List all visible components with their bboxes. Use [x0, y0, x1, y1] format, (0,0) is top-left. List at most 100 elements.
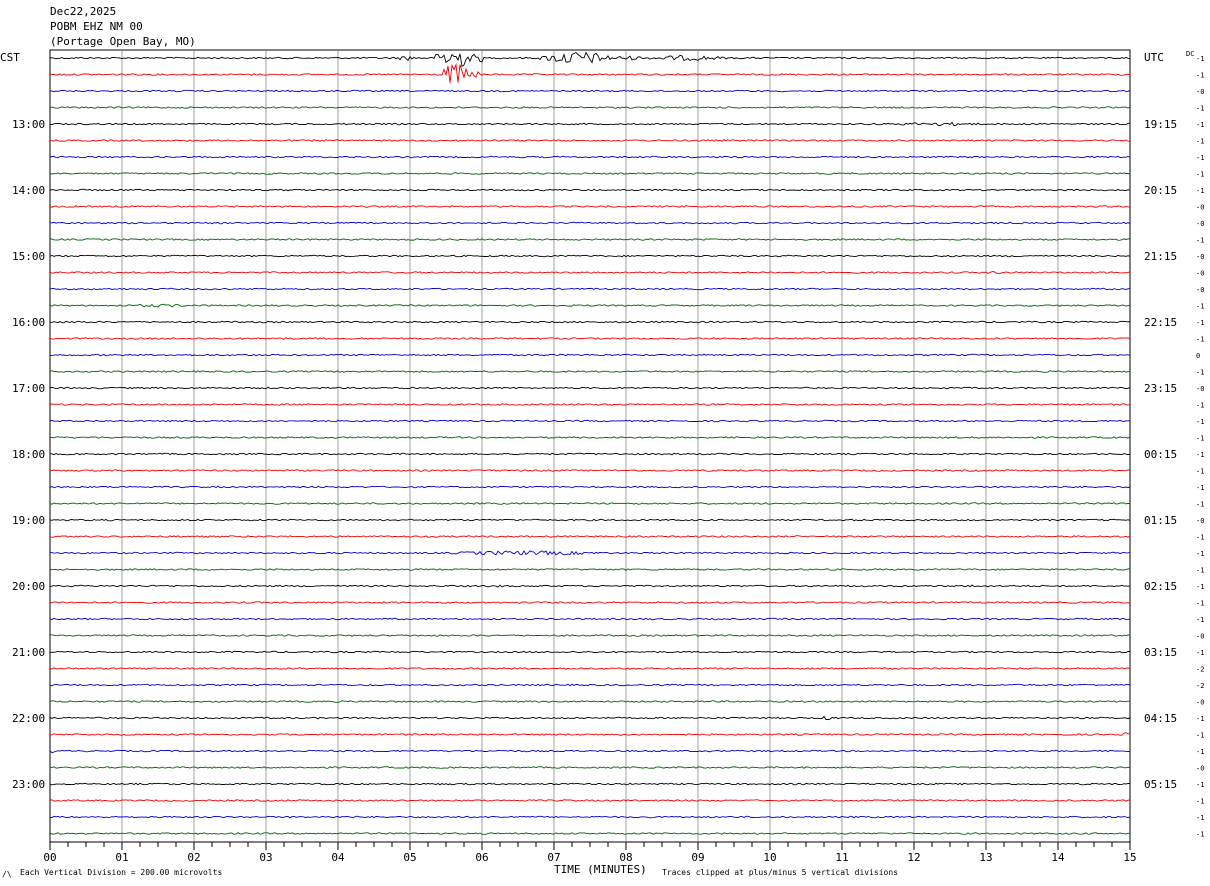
x-tick-label: 07 [547, 851, 560, 864]
left-hour-label: 16:00 [12, 316, 45, 329]
trace-row-3 [49, 106, 1131, 109]
right-hour-label: 01:15 [1144, 514, 1177, 527]
dc-offset-label: -1 [1196, 402, 1204, 410]
trace-row-38 [49, 683, 1131, 687]
trace-row-25 [49, 469, 1131, 472]
dc-offset-label: -1 [1196, 583, 1204, 591]
dc-offset-label: -1 [1196, 468, 1204, 476]
right-hour-label: 04:15 [1144, 712, 1177, 725]
minute-grid [121, 50, 1059, 842]
trace-row-5 [50, 139, 1131, 142]
trace-row-36 [49, 650, 1131, 654]
x-axis-title: TIME (MINUTES) [554, 863, 647, 876]
dc-offset-label: 0 [1196, 352, 1200, 360]
x-tick-label: 03 [259, 851, 272, 864]
trace-row-40 [49, 715, 1131, 720]
trace-row-11 [49, 238, 1131, 241]
dc-header-label: DC [1186, 50, 1194, 58]
dc-offset-label: -0 [1196, 204, 1204, 212]
dc-offset-label: -1 [1196, 418, 1204, 426]
trace-row-12 [49, 254, 1131, 258]
left-hour-label: 19:00 [12, 514, 45, 527]
corner-mark: /\ [2, 870, 12, 879]
dc-offset-label: -1 [1196, 748, 1204, 756]
trace-row-45 [49, 799, 1131, 802]
trace-row-9 [49, 205, 1130, 208]
trace-row-7 [49, 172, 1131, 175]
clip-note: Traces clipped at plus/minus 5 vertical … [662, 868, 898, 877]
right-hour-label: 02:15 [1144, 580, 1177, 593]
trace-row-39 [49, 700, 1130, 703]
trace-row-21 [49, 403, 1131, 406]
dc-offset-label: -0 [1196, 699, 1204, 707]
dc-offset-label: -1 [1196, 831, 1204, 839]
dc-offset-label: -1 [1196, 715, 1204, 723]
left-hour-label: 17:00 [12, 382, 45, 395]
right-hour-label: 21:15 [1144, 250, 1177, 263]
dc-offset-label: -1 [1196, 138, 1204, 146]
dc-offset-label: -1 [1196, 550, 1204, 558]
right-hour-label: 22:15 [1144, 316, 1177, 329]
x-tick-label: 06 [475, 851, 488, 864]
trace-row-43 [49, 766, 1131, 769]
dc-offset-label: -1 [1196, 567, 1204, 575]
trace-row-23 [49, 436, 1131, 439]
left-hour-label: 15:00 [12, 250, 45, 263]
trace-row-18 [49, 353, 1131, 357]
x-tick-label: 13 [979, 851, 992, 864]
seismic-traces [49, 51, 1131, 835]
x-tick-label: 08 [619, 851, 632, 864]
dc-offset-label: -2 [1196, 682, 1204, 690]
dc-offset-label: -0 [1196, 765, 1204, 773]
dc-offset-label: -1 [1196, 336, 1204, 344]
x-tick-label: 01 [115, 851, 128, 864]
right-hour-label: 05:15 [1144, 778, 1177, 791]
trace-row-4 [49, 121, 1131, 127]
trace-row-46 [49, 815, 1131, 819]
dc-offset-label: -0 [1196, 517, 1204, 525]
right-hour-label: 19:15 [1144, 118, 1177, 131]
trace-row-20 [49, 386, 1131, 390]
dc-offset-label: -1 [1196, 649, 1204, 657]
dc-offset-label: -0 [1196, 286, 1204, 294]
right-hour-label: 23:15 [1144, 382, 1177, 395]
dc-offset-label: -1 [1196, 435, 1204, 443]
plot-frame [49, 49, 1131, 843]
x-tick-label: 05 [403, 851, 416, 864]
right-hour-label: 20:15 [1144, 184, 1177, 197]
trace-row-16 [49, 320, 1131, 324]
dc-offset-label: -0 [1196, 633, 1204, 641]
trace-row-2 [49, 89, 1131, 93]
left-hour-label: 21:00 [12, 646, 45, 659]
dc-offset-label: -1 [1196, 121, 1204, 129]
x-tick-label: 14 [1051, 851, 1065, 864]
dc-offset-label: -1 [1196, 814, 1204, 822]
dc-offset-label: -1 [1196, 534, 1204, 542]
trace-row-47 [49, 832, 1131, 835]
trace-row-29 [49, 535, 1131, 538]
trace-row-32 [49, 584, 1131, 588]
trace-row-17 [49, 337, 1131, 340]
x-tick-label: 02 [187, 851, 200, 864]
dc-offset-label: -0 [1196, 88, 1204, 96]
trace-row-19 [49, 370, 1131, 373]
dc-offset-label: -1 [1196, 105, 1204, 113]
trace-row-27 [49, 502, 1131, 505]
hour-labels: 13:00 14:00 15:00 16:00 17:00 18:00 19:00 20:00… [12, 118, 1177, 791]
x-tick-label: 00 [43, 851, 56, 864]
dc-offset-label: -1 [1196, 171, 1204, 179]
dc-offset-label: -1 [1196, 72, 1204, 80]
x-tick-label: 04 [331, 851, 345, 864]
trace-row-10 [50, 221, 1131, 225]
trace-row-24 [49, 452, 1131, 456]
dc-offset-label: -1 [1196, 501, 1204, 509]
left-hour-label: 14:00 [12, 184, 45, 197]
trace-row-44 [49, 782, 1131, 786]
dc-offset-label: -1 [1196, 484, 1204, 492]
trace-row-0 [49, 51, 1131, 68]
dc-offset-label: -1 [1196, 55, 1204, 63]
x-tick-label: 15 [1123, 851, 1136, 864]
trace-row-33 [49, 601, 1131, 604]
trace-row-35 [49, 634, 1131, 637]
dc-offset-label: -1 [1196, 781, 1204, 789]
